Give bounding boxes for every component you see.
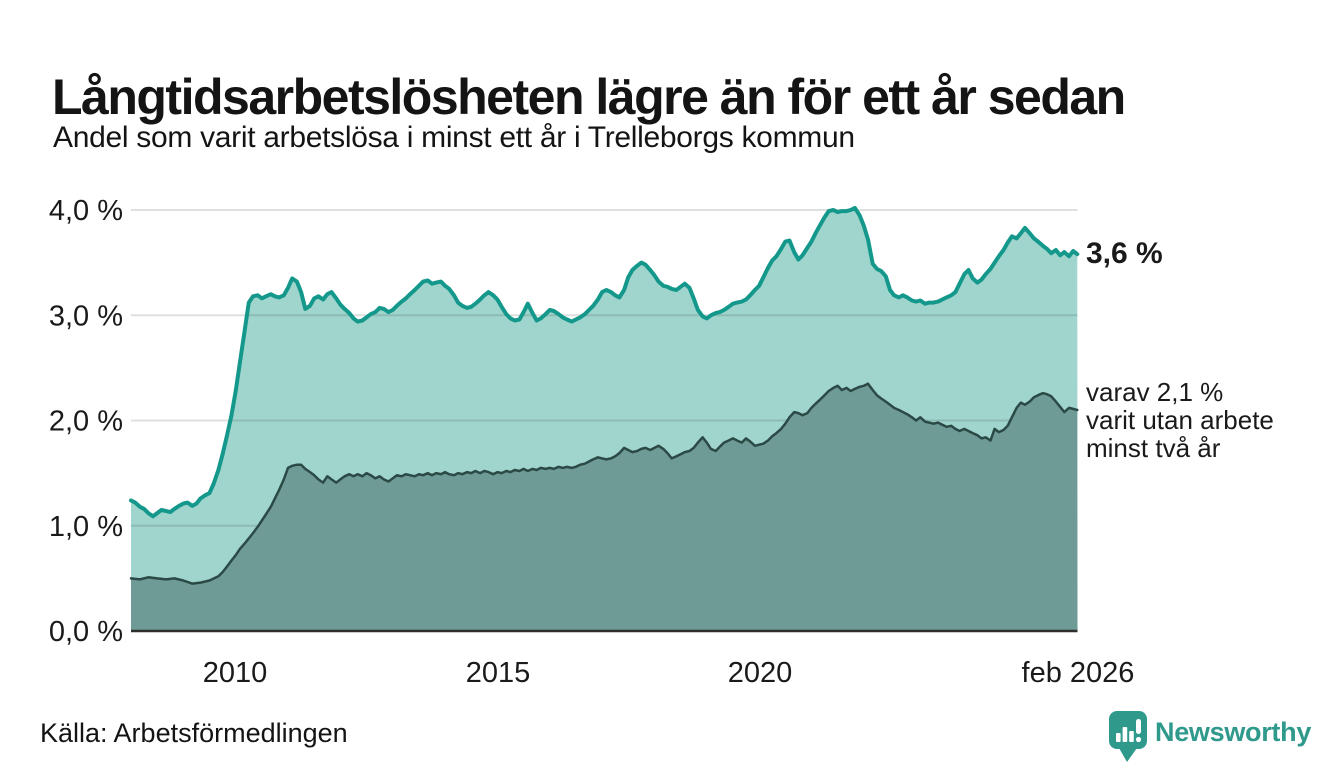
latest-value-label: 3,6 % xyxy=(1086,237,1163,270)
source-note: Källa: Arbetsförmedlingen xyxy=(40,718,348,748)
page-subtitle: Andel som varit arbetslösa i minst ett å… xyxy=(53,121,855,154)
y-tick-label: 3,0 % xyxy=(49,300,123,332)
secondary-annotation-line: varit utan arbete xyxy=(1086,405,1274,435)
y-tick-label: 1,0 % xyxy=(49,511,123,543)
newsworthy-icon xyxy=(1109,711,1147,762)
secondary-annotation-line: varav 2,1 % xyxy=(1086,377,1223,407)
x-tick-label: feb 2026 xyxy=(1022,657,1135,689)
series-min-one-year-line xyxy=(129,205,1080,519)
x-axis-labels: 2010 2015 2020 feb 2026 xyxy=(203,657,1135,689)
x-tick-label: 2010 xyxy=(203,657,268,689)
secondary-annotation: varav 2,1 % varit utan arbete minst två … xyxy=(1086,377,1274,463)
series-min-two-years-line xyxy=(129,382,1079,585)
secondary-annotation-line: minst två år xyxy=(1086,433,1221,463)
y-axis-labels: 4,0 % 3,0 % 2,0 % 1,0 % 0,0 % xyxy=(49,195,123,648)
newsworthy-wordmark: Newsworthy xyxy=(1155,717,1312,747)
page-title: Långtidsarbetslösheten lägre än för ett … xyxy=(52,68,1126,125)
x-tick-label: 2015 xyxy=(466,657,531,689)
series-min-two-years-area xyxy=(131,383,1078,631)
y-tick-label: 0,0 % xyxy=(49,616,123,648)
x-tick-label: 2020 xyxy=(728,657,793,689)
y-tick-label: 4,0 % xyxy=(49,195,123,227)
y-tick-label: 2,0 % xyxy=(49,406,123,438)
newsworthy-logo: Newsworthy xyxy=(1108,710,1311,764)
